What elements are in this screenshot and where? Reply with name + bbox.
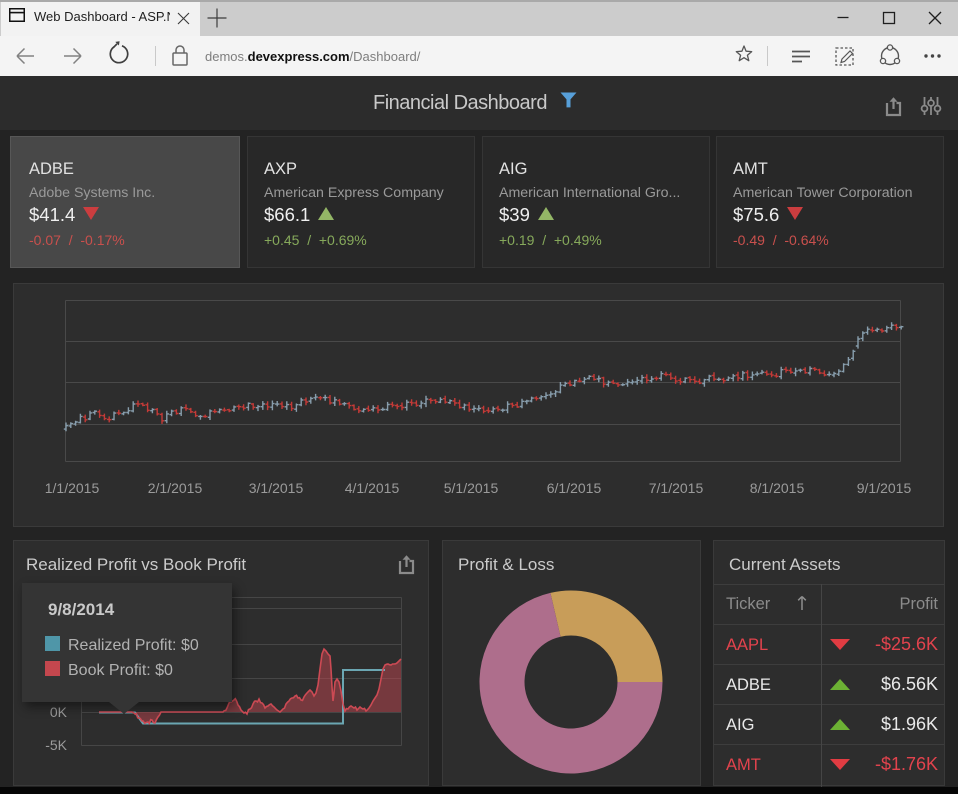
svg-text:9/1/2015: 9/1/2015 xyxy=(857,480,912,496)
svg-text:2/1/2015: 2/1/2015 xyxy=(148,480,203,496)
svg-text:1/1/2015: 1/1/2015 xyxy=(45,480,100,496)
svg-text:3/1/2015: 3/1/2015 xyxy=(249,480,304,496)
svg-text:4/1/2015: 4/1/2015 xyxy=(345,480,400,496)
svg-text:-5K: -5K xyxy=(45,737,67,753)
svg-text:0K: 0K xyxy=(50,704,68,720)
svg-text:7/1/2015: 7/1/2015 xyxy=(649,480,704,496)
svg-text:6/1/2015: 6/1/2015 xyxy=(547,480,602,496)
svg-text:8/1/2015: 8/1/2015 xyxy=(750,480,805,496)
svg-text:5/1/2015: 5/1/2015 xyxy=(444,480,499,496)
